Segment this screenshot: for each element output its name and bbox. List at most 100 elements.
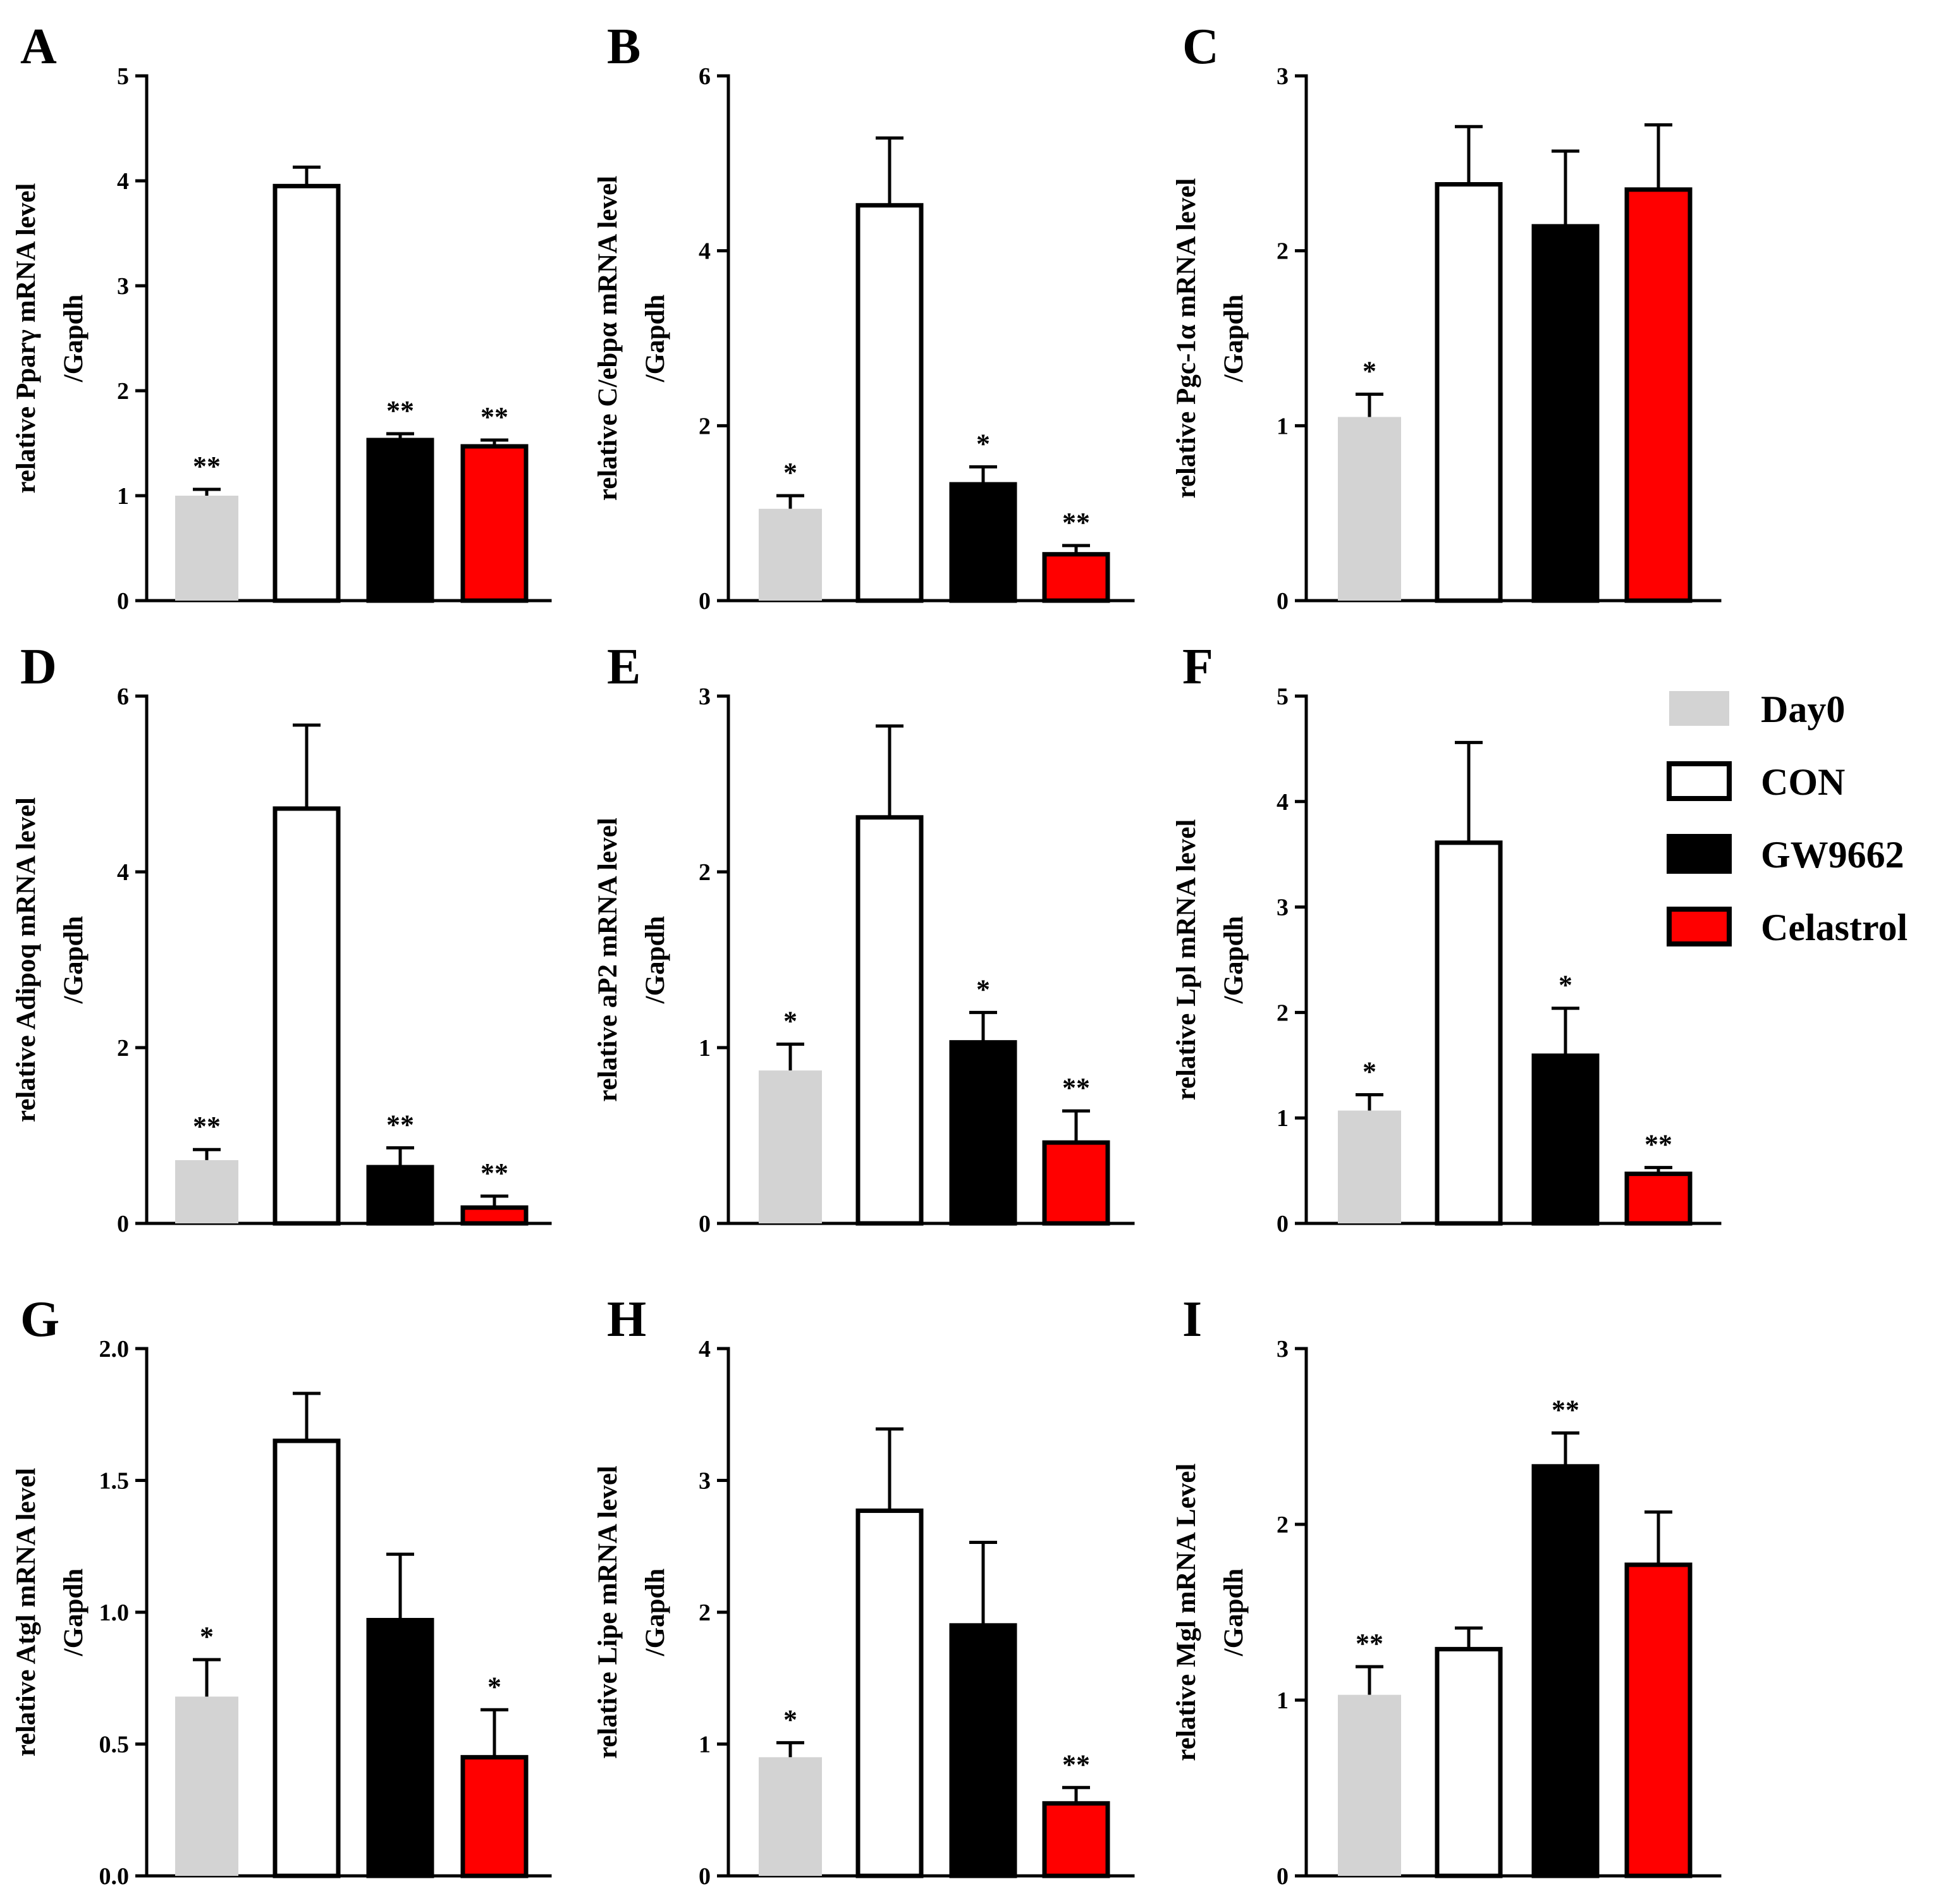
y-tick-label: 2 [1277, 1512, 1289, 1538]
bar-gw9662 [1531, 1464, 1600, 1878]
panel-C: C 0 1 2 3 relative Pgc-1α mRNA level/Gapdh * [1172, 19, 1722, 615]
y-tick-label: 0 [699, 1863, 711, 1890]
y-tick-label: 3 [1277, 895, 1289, 921]
bar-con [1435, 840, 1503, 1226]
y-axis-label: /Gapdh [640, 1569, 670, 1657]
bar-gw9662 [949, 1623, 1017, 1878]
y-tick-label: 3 [699, 683, 711, 710]
significance-label: * [487, 1671, 501, 1702]
y-tick-label: 3 [117, 273, 129, 300]
significance-label: ** [1062, 507, 1090, 538]
y-tick-label: 0 [1277, 1211, 1289, 1237]
y-tick-label: 0 [117, 1211, 129, 1237]
y-axis-label: /Gapdh [640, 295, 670, 383]
panel-letter: C [1182, 19, 1219, 75]
bar-gw9662 [949, 1040, 1017, 1226]
bar-con [855, 1508, 924, 1878]
significance-label: ** [1356, 1628, 1383, 1659]
significance-label: ** [1645, 1129, 1672, 1160]
y-tick-label: 0 [1277, 1863, 1289, 1890]
y-tick-label: 3 [1277, 1336, 1289, 1362]
y-axis-label: relative C/ebpα mRNA level [593, 176, 623, 501]
y-axis-label: /Gapdh [59, 295, 89, 383]
y-tick-label: 1.5 [99, 1468, 130, 1495]
panel-letter: F [1182, 639, 1213, 695]
y-axis-label: /Gapdh [59, 1569, 89, 1657]
significance-label: ** [193, 1111, 221, 1142]
legend-label: Celastrol [1761, 907, 1908, 948]
legend-swatch [1667, 761, 1732, 801]
bar-con [1435, 182, 1503, 603]
bar-con [855, 203, 924, 603]
y-tick-label: 0.0 [99, 1863, 130, 1890]
y-axis-label: relative Mgl mRNA Level [1172, 1464, 1201, 1761]
y-tick-label: 4 [117, 859, 129, 886]
significance-label: * [976, 974, 990, 1005]
significance-label: ** [193, 451, 221, 482]
bar-day0 [759, 508, 822, 601]
y-tick-label: 2 [117, 378, 129, 405]
panel-letter: E [607, 639, 640, 695]
significance-label: ** [1062, 1072, 1090, 1103]
bar-celastrol [1042, 1140, 1110, 1226]
panel-letter: G [20, 1292, 59, 1347]
panel-G: G 0.0 0.5 1.0 1.5 2.0 relative Atgl mRNA level… [11, 1292, 552, 1890]
y-axis-label: /Gapdh [1219, 916, 1249, 1005]
y-tick-label: 4 [699, 1336, 711, 1362]
y-tick-label: 6 [117, 683, 129, 710]
panel-letter: A [20, 19, 57, 75]
y-tick-label: 1 [1277, 413, 1289, 439]
bar-day0 [1338, 1694, 1401, 1876]
y-tick-label: 0 [699, 588, 711, 615]
significance-label: ** [481, 1158, 508, 1189]
legend-item-con: CON [1667, 761, 1845, 803]
y-tick-label: 1 [699, 1732, 711, 1758]
y-axis-label: relative Pparγ mRNA level [11, 183, 41, 493]
y-axis-label: relative Lipe mRNA level [593, 1466, 623, 1759]
panel-letter: H [607, 1292, 646, 1347]
y-tick-label: 3 [699, 1468, 711, 1495]
significance-label: ** [386, 395, 414, 426]
y-tick-label: 1 [1277, 1687, 1289, 1714]
y-tick-label: 4 [117, 168, 129, 195]
panel-D: D 0 2 4 6 relative Adipoq mRNA level/Gapdh ** *… [11, 639, 552, 1237]
y-tick-label: 3 [1277, 63, 1289, 90]
y-tick-label: 1 [117, 483, 129, 510]
bar-celastrol [1624, 1172, 1693, 1226]
bar-gw9662 [366, 1618, 434, 1878]
bar-con [273, 806, 341, 1226]
y-tick-label: 6 [699, 63, 711, 90]
y-axis-label: relative Atgl mRNA level [11, 1468, 41, 1757]
significance-label: * [783, 457, 797, 488]
y-tick-label: 2 [1277, 1000, 1289, 1026]
panel-letter: B [607, 19, 640, 75]
y-tick-label: 0 [699, 1211, 711, 1237]
bar-con [855, 815, 924, 1226]
y-tick-label: 2.0 [99, 1336, 130, 1362]
bar-day0 [759, 1070, 822, 1223]
legend-item-day0: Day0 [1669, 689, 1845, 730]
bar-celastrol [460, 1754, 529, 1878]
bar-celastrol [1042, 1801, 1110, 1878]
bar-day0 [175, 1160, 238, 1223]
y-axis-label: /Gapdh [59, 916, 89, 1005]
y-tick-label: 2 [117, 1035, 129, 1062]
significance-label: ** [481, 401, 508, 432]
legend-swatch [1667, 834, 1732, 874]
bar-con [273, 1438, 341, 1878]
y-tick-label: 4 [699, 238, 711, 265]
y-tick-label: 0.5 [99, 1732, 130, 1758]
y-tick-label: 5 [117, 63, 129, 90]
bar-con [273, 183, 341, 603]
bar-celastrol [460, 1205, 529, 1226]
y-axis-label: relative Pgc-1α mRNA level [1172, 178, 1201, 499]
bar-celastrol [1624, 187, 1693, 603]
bar-gw9662 [1531, 1053, 1600, 1226]
y-axis-label: relative aP2 mRNA level [593, 817, 623, 1101]
bar-gw9662 [949, 482, 1017, 603]
